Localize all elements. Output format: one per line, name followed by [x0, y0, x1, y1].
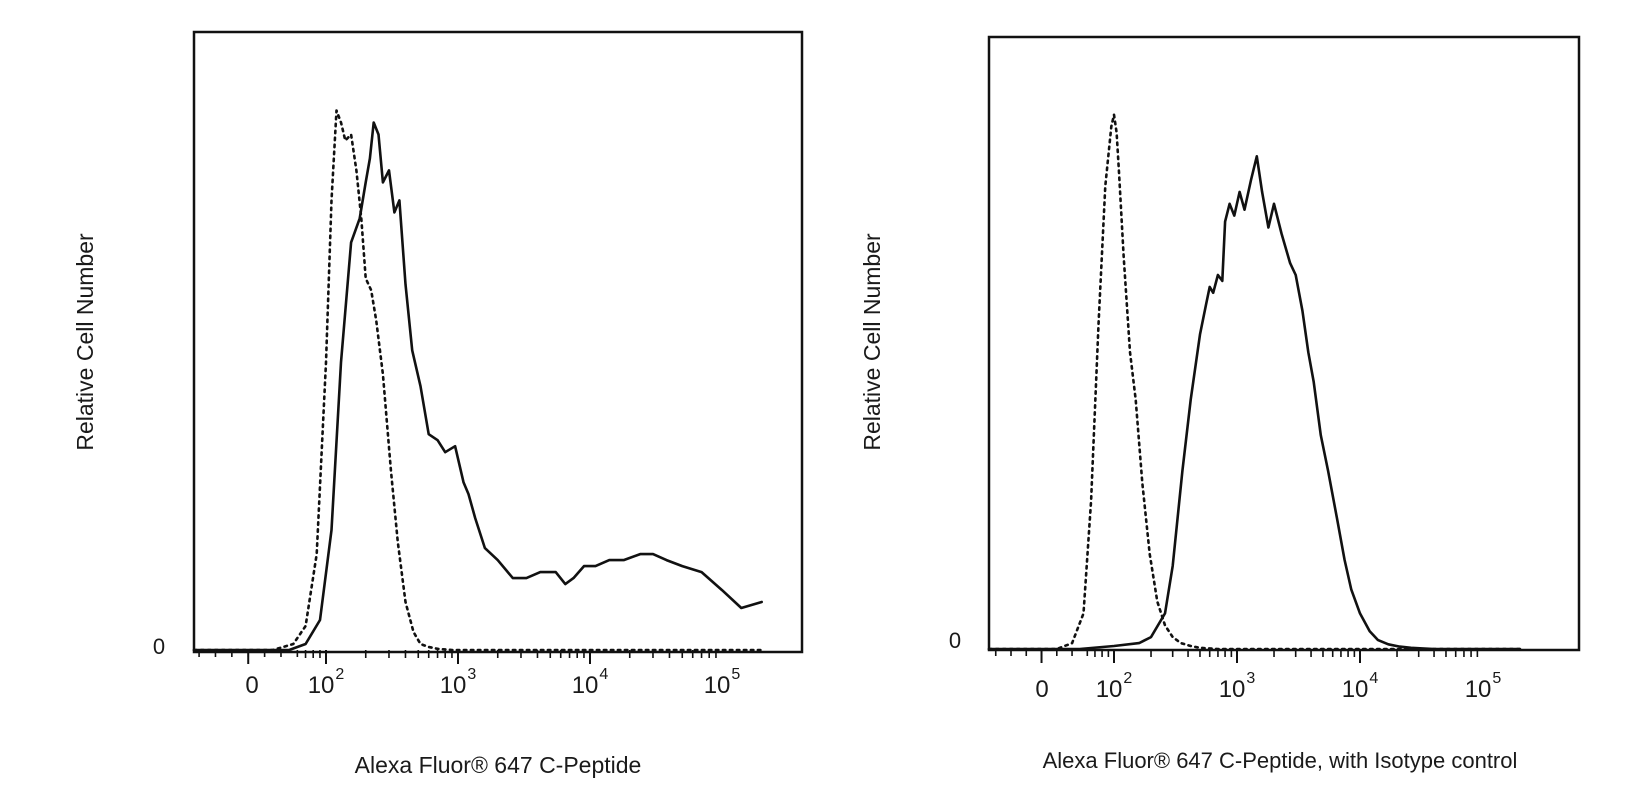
x-tick-label: 103 [440, 666, 477, 699]
plot-frame [987, 35, 1581, 652]
x-tick-base: 10 [308, 672, 335, 699]
x-minor-ticks [994, 649, 1479, 663]
x-tick-exponent: 4 [1369, 670, 1378, 687]
x-tick-label: 104 [1342, 670, 1379, 703]
y-tick-zero: 0 [949, 628, 961, 653]
series-isotype-dotted-line [987, 113, 1522, 651]
x-tick-label: 0 [245, 672, 258, 699]
series-stained-solid-line [987, 155, 1522, 651]
x-tick-base: 10 [1342, 676, 1369, 703]
x-tick-exponent: 3 [1246, 670, 1255, 687]
x-tick-exponent: 5 [1492, 670, 1501, 687]
x-tick-label: 105 [1465, 670, 1502, 703]
x-tick-base: 10 [1219, 676, 1246, 703]
x-minor-ticks [198, 650, 717, 664]
x-tick-label: 105 [704, 666, 741, 699]
x-tick-label: 103 [1219, 670, 1256, 703]
x-tick-exponent: 5 [731, 666, 740, 683]
series-stained-solid-line [192, 121, 763, 652]
x-tick-base: 10 [1096, 676, 1123, 703]
x-tick-base: 0 [245, 672, 258, 699]
histogram-panel-left: 0 102 103 104 105 0 Relative Cell Number Ale… [72, 30, 804, 778]
y-axis-label: Relative Cell Number [859, 233, 885, 451]
histogram-panel-right: 0 102 103 104 105 0 Relative Cell Number Ale… [859, 35, 1581, 773]
x-tick-exponent: 4 [599, 666, 608, 683]
x-axis-label: Alexa Fluor® 647 C-Peptide [355, 752, 642, 778]
x-tick-exponent: 2 [1123, 670, 1132, 687]
x-tick-base: 10 [704, 672, 731, 699]
x-tick-label: 102 [308, 666, 345, 699]
x-tick-base: 10 [1465, 676, 1492, 703]
x-tick-exponent: 3 [467, 666, 476, 683]
x-axis: 0 102 103 104 105 [994, 649, 1502, 703]
x-tick-exponent: 2 [335, 666, 344, 683]
x-tick-base: 10 [440, 672, 467, 699]
series-isotype-dotted-line [192, 109, 763, 652]
x-tick-base: 10 [572, 672, 599, 699]
y-tick-zero: 0 [153, 634, 165, 659]
x-tick-label: 0 [1035, 676, 1048, 703]
x-axis: 0 102 103 104 105 [198, 650, 741, 699]
series-layer [192, 109, 763, 652]
x-tick-label: 102 [1096, 670, 1133, 703]
x-tick-base: 0 [1035, 676, 1048, 703]
series-layer [987, 113, 1522, 651]
x-tick-label: 104 [572, 666, 609, 699]
y-axis-label: Relative Cell Number [72, 233, 98, 451]
x-axis-label: Alexa Fluor® 647 C-Peptide, with Isotype… [1043, 748, 1518, 773]
